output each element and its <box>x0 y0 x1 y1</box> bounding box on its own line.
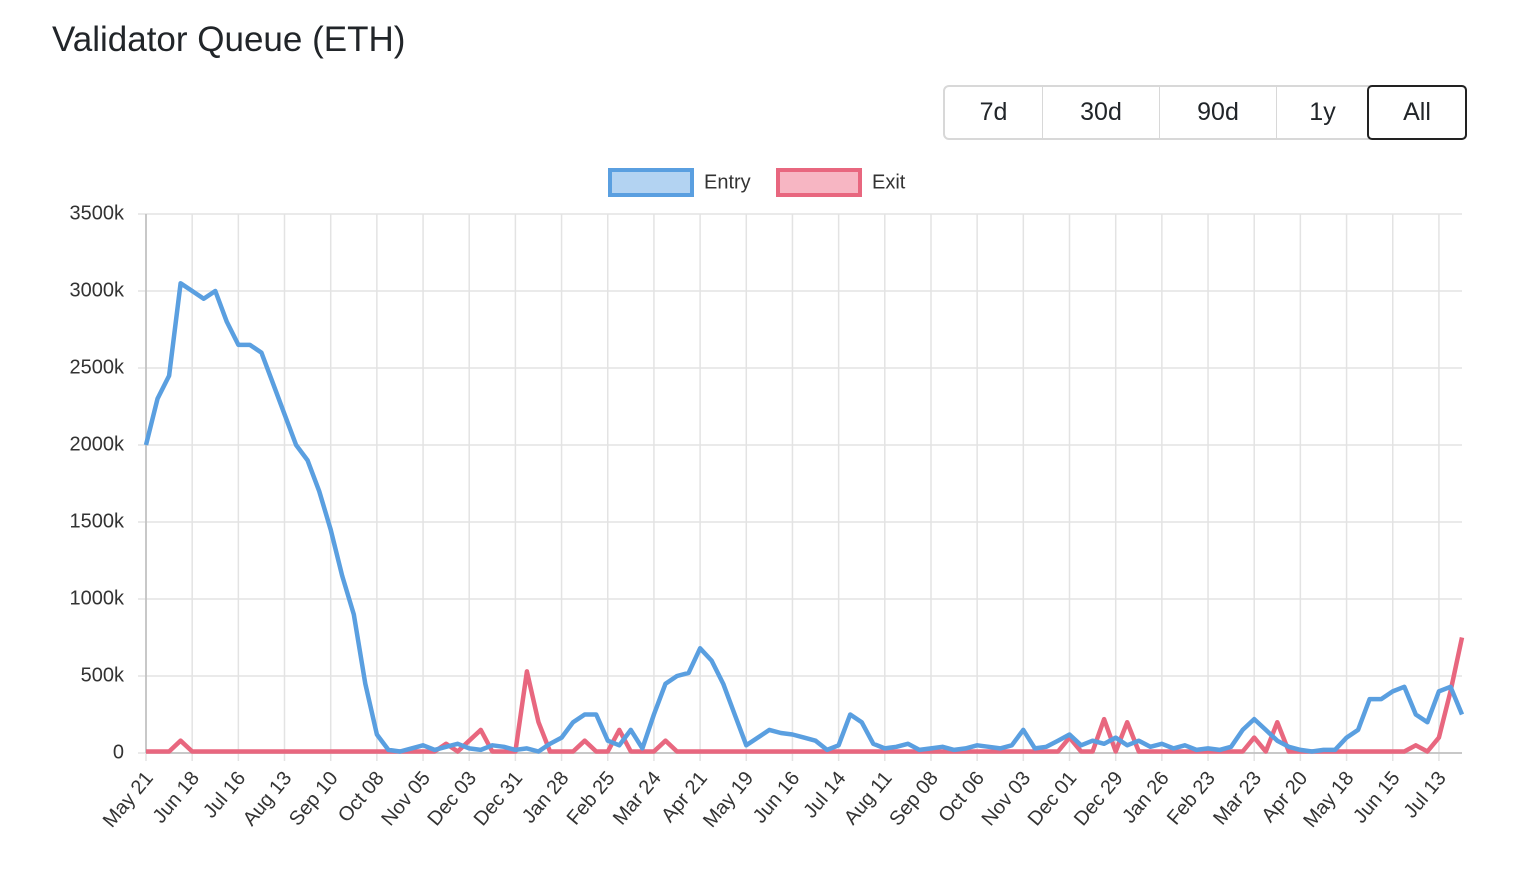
chart-title: Validator Queue (ETH) <box>52 20 406 59</box>
series-line <box>146 637 1465 754</box>
x-tick-label: Nov 05 <box>377 767 435 830</box>
x-tick-label: Dec 31 <box>470 767 528 830</box>
x-tick-label: Dec 29 <box>1070 767 1128 830</box>
y-tick-label: 2000k <box>70 433 125 455</box>
x-tick-label: Jun 15 <box>1349 767 1404 827</box>
y-tick-label: 1500k <box>70 510 125 532</box>
x-tick-label: Aug 11 <box>840 767 897 829</box>
legend-label: Entry <box>704 171 751 193</box>
x-tick-label: Aug 13 <box>239 767 297 830</box>
range-button[interactable]: All <box>1367 85 1467 140</box>
x-tick-label: Feb 25 <box>563 767 620 829</box>
x-tick-label: Feb 23 <box>1163 767 1220 829</box>
x-tick-label: Jan 28 <box>518 767 573 827</box>
legend-label: Exit <box>872 171 906 193</box>
x-tick-label: Jan 26 <box>1118 767 1173 827</box>
x-tick-label: May 18 <box>1299 767 1358 831</box>
y-tick-label: 2500k <box>70 356 125 378</box>
legend-swatch <box>776 168 862 197</box>
y-tick-label: 3500k <box>70 202 125 224</box>
series-line <box>143 281 1465 754</box>
range-button[interactable]: 30d <box>1043 87 1160 138</box>
range-button[interactable]: 90d <box>1160 87 1277 138</box>
x-tick-label: Jun 16 <box>749 767 804 827</box>
range-selector: 7d 30d 90d 1y All <box>943 85 1467 140</box>
y-tick-label: 1000k <box>70 587 125 609</box>
x-tick-label: Sep 10 <box>285 767 343 830</box>
x-tick-label: Nov 03 <box>978 767 1036 830</box>
y-tick-label: 3000k <box>70 279 125 301</box>
x-tick-label: May 21 <box>99 767 158 831</box>
x-tick-label: Mar 23 <box>1209 767 1266 829</box>
x-tick-label: Mar 24 <box>609 767 666 829</box>
x-tick-label: Dec 03 <box>424 767 482 830</box>
y-tick-label: 500k <box>81 664 125 686</box>
x-tick-label: May 19 <box>699 767 758 831</box>
x-tick-label: Jun 18 <box>149 767 204 827</box>
y-tick-label: 0 <box>113 741 124 763</box>
range-button[interactable]: 7d <box>945 87 1043 138</box>
x-tick-label: Jul 13 <box>1400 767 1451 822</box>
x-tick-label: Sep 08 <box>885 767 943 830</box>
legend-swatch <box>608 168 694 197</box>
x-tick-label: Dec 01 <box>1024 767 1082 830</box>
